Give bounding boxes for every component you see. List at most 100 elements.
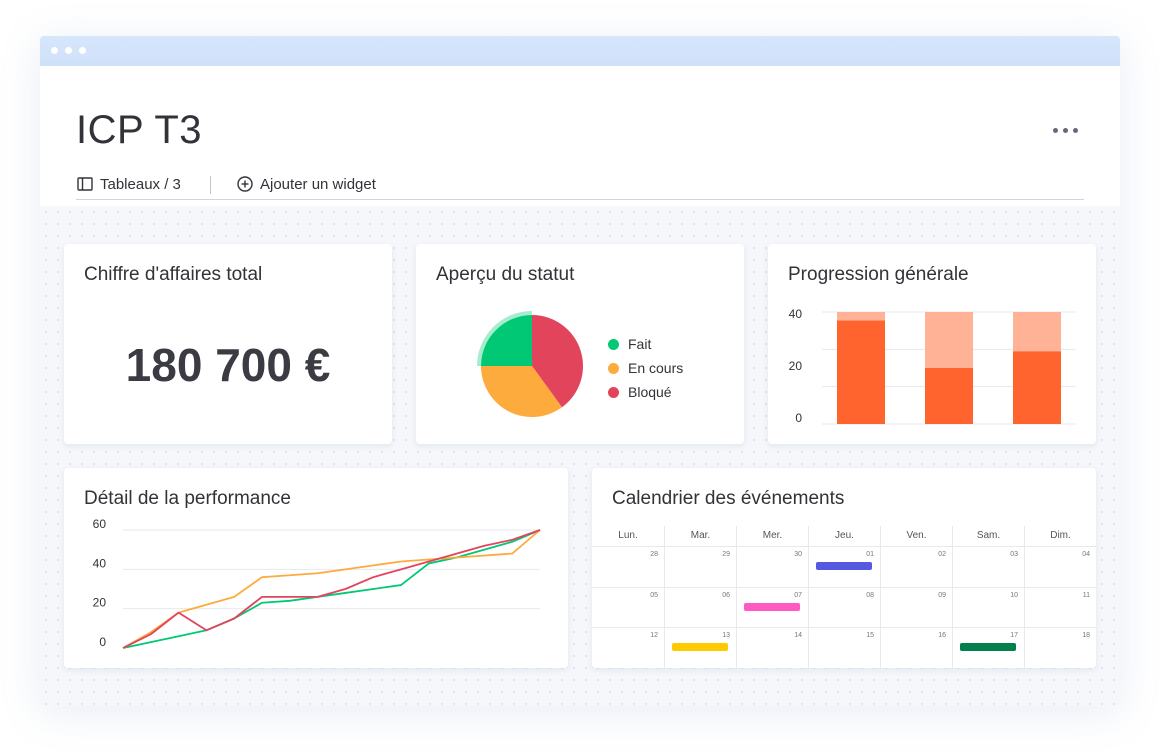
calendar-day-cell[interactable]: 13 — [664, 627, 736, 668]
calendar-event[interactable] — [960, 643, 1016, 651]
calendar-day-cell[interactable]: 07 — [736, 586, 808, 627]
calendar-date-number: 05 — [650, 591, 658, 599]
y-tick-label: 20 — [93, 596, 107, 610]
calendar-date-number: 06 — [722, 591, 730, 599]
calendar-date-number: 28 — [650, 551, 658, 558]
bar-segment — [1013, 351, 1061, 424]
calendar-date-number: 04 — [1082, 551, 1090, 558]
calendar-day-cell[interactable]: 05 — [592, 586, 664, 628]
calendar-date-number: 30 — [794, 551, 802, 558]
progress-widget[interactable]: Progression générale 0 20 40 — [768, 244, 1096, 444]
calendar-event[interactable] — [672, 643, 728, 651]
calendar-date-number: 29 — [722, 551, 730, 558]
bar-segment — [837, 312, 885, 321]
window-dot-icon — [79, 47, 86, 54]
add-widget-button[interactable]: Ajouter un widget — [236, 174, 376, 194]
legend-dot — [608, 362, 619, 374]
legend-item-bloque: Bloqué — [608, 380, 683, 404]
legend-dot — [608, 386, 619, 398]
calendar-date-number: 09 — [938, 591, 946, 599]
widget-title: Progression générale — [788, 264, 969, 285]
calendar-day-cell[interactable]: 28 — [592, 546, 664, 587]
window-dot-icon — [51, 47, 58, 54]
calendar-day-header: Mar. — [664, 526, 736, 546]
widget-title: Détail de la performance — [84, 488, 291, 509]
performance-widget[interactable]: Détail de la performance 0 20 40 60 — [64, 468, 568, 668]
calendar-day-cell[interactable]: 11 — [1024, 586, 1096, 627]
y-tick-label: 20 — [789, 359, 803, 373]
pie-slice-bloqué — [532, 315, 583, 408]
calendar-day-header: Lun. — [618, 530, 638, 541]
y-tick-label: 40 — [93, 556, 107, 570]
legend-label: Bloqué — [628, 384, 672, 400]
bar-segment — [925, 368, 973, 424]
calendar-day-cell[interactable]: 17 — [952, 627, 1024, 668]
boards-label: Tableaux / 3 — [100, 175, 181, 193]
calendar-day-cell[interactable]: 30 — [736, 546, 808, 587]
more-options-icon[interactable] — [1050, 128, 1082, 136]
pie-slice-en-cours — [481, 366, 562, 417]
calendar-day-cell[interactable]: 16 — [880, 627, 952, 668]
legend-label: Fait — [628, 336, 652, 352]
add-widget-label: Ajouter un widget — [260, 175, 376, 193]
calendar-date-number: 15 — [866, 632, 874, 639]
window-dot-icon — [65, 47, 72, 54]
calendar-day-cell[interactable]: 12 — [592, 627, 664, 668]
bar-segment — [925, 312, 973, 368]
calendar-event[interactable] — [816, 562, 872, 570]
y-tick-label: 40 — [789, 307, 803, 321]
window-titlebar — [40, 36, 1120, 66]
calendar-date-number: 11 — [1082, 591, 1090, 599]
calendar-widget[interactable]: Calendrier des événements Lun. Mar. Mer. Je… — [592, 468, 1096, 668]
calendar-day-cell[interactable]: 10 — [952, 586, 1024, 627]
calendar-date-number: 08 — [866, 591, 874, 599]
y-tick-label: 0 — [795, 411, 802, 425]
header-toolbar: Tableaux / 3 Ajouter un widget — [76, 174, 1084, 194]
y-tick-label: 0 — [99, 635, 106, 649]
calendar-date-number: 18 — [1082, 632, 1090, 639]
header-divider — [76, 199, 1084, 200]
calendar-date-number: 01 — [866, 551, 874, 558]
calendar-day-cell[interactable]: 14 — [736, 627, 808, 668]
widget-title: Chiffre d'affaires total — [84, 264, 263, 285]
calendar-day-header: Jeu. — [808, 526, 880, 546]
calendar-day-cell[interactable]: 18 — [1024, 627, 1096, 668]
calendar-date-number: 14 — [794, 632, 802, 639]
revenue-widget[interactable]: Chiffre d'affaires total 180 700 € — [64, 244, 392, 444]
pie-slice-highlight — [477, 311, 532, 366]
calendar-day-cell[interactable]: 04 — [1024, 546, 1096, 587]
widget-title: Calendrier des événements — [612, 488, 845, 509]
calendar-day-cell[interactable]: 15 — [808, 627, 880, 668]
calendar-date-number: 16 — [938, 632, 946, 639]
legend-dot — [608, 338, 619, 350]
series-line — [122, 529, 541, 649]
page-title: ICP T3 — [76, 108, 203, 152]
calendar-day-cell[interactable]: 01 — [808, 546, 880, 587]
dashboard-canvas: Chiffre d'affaires total 180 700 € Aperç… — [40, 206, 1120, 706]
calendar-date-number: 03 — [1010, 551, 1018, 558]
calendar-date-number: 17 — [1010, 632, 1018, 639]
legend-item-fait: Fait — [608, 332, 683, 356]
calendar-date-number: 13 — [722, 632, 730, 639]
calendar-day-cell[interactable]: 29 — [664, 546, 736, 587]
calendar-day-cell[interactable]: 09 — [880, 586, 952, 627]
series-line — [122, 529, 541, 649]
calendar-date-number: 10 — [1010, 591, 1018, 599]
calendar-day-cell[interactable]: 03 — [952, 546, 1024, 587]
calendar-event[interactable] — [744, 602, 800, 611]
app-window: ICP T3 Tableaux / 3 Ajouter un widget — [40, 36, 1120, 706]
calendar-day-cell[interactable]: 06 — [664, 586, 736, 627]
progress-bar-chart: 0 20 40 — [789, 307, 1076, 425]
series-line — [122, 529, 541, 649]
calendar-day-cell[interactable]: 08 — [808, 586, 880, 627]
status-widget[interactable]: Aperçu du statut Fait En cours Bloqué — [416, 244, 744, 444]
add-circle-icon — [237, 176, 253, 192]
calendar-day-header: Ven. — [880, 526, 952, 546]
boards-link[interactable]: Tableaux / 3 — [76, 174, 181, 194]
calendar-date-number: 07 — [794, 591, 802, 599]
calendar-day-header: Mer. — [736, 526, 808, 546]
widget-title: Aperçu du statut — [436, 264, 575, 285]
calendar-day-cell[interactable]: 02 — [880, 546, 952, 587]
calendar-grid: Lun. Mar. Mer. Jeu. Ven. Sam. Dim. 28 29 30 01 02 03… — [592, 526, 1096, 668]
legend-item-en-cours: En cours — [608, 356, 683, 380]
